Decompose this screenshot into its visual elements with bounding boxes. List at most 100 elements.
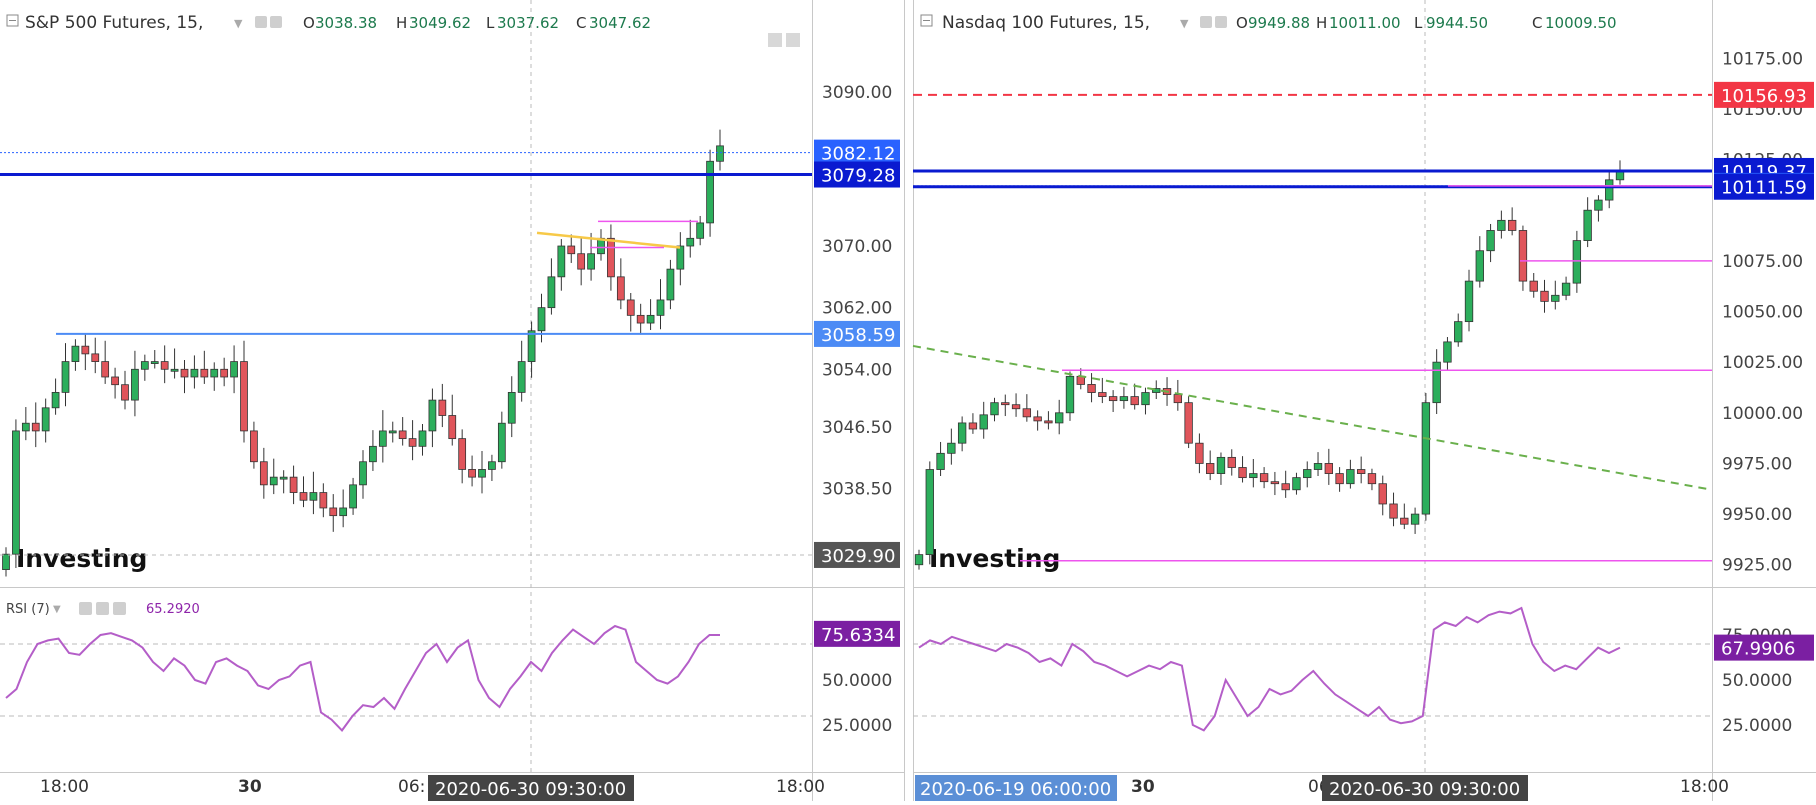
spx-rsi-label[interactable]: RSI (7) bbox=[6, 602, 50, 617]
crosshair-time-label: 2020-06-30 09:30:00 bbox=[1329, 779, 1520, 800]
visibility-eye-icon[interactable] bbox=[255, 16, 267, 28]
visibility-eye-icon[interactable] bbox=[79, 602, 92, 615]
candle-body bbox=[2, 553, 10, 570]
price-tick-label: 10075.00 bbox=[1722, 252, 1803, 272]
spx-high-value: 3049.62 bbox=[409, 14, 471, 32]
candle-body bbox=[111, 376, 119, 386]
candle-body bbox=[398, 430, 407, 440]
candle-body bbox=[557, 245, 566, 278]
pane-divider bbox=[913, 0, 914, 801]
candle-body bbox=[180, 368, 189, 378]
price-badge-label: 3079.28 bbox=[821, 166, 895, 187]
collapse-icon[interactable] bbox=[6, 14, 19, 27]
time-axis-label: 18:00 bbox=[776, 777, 825, 797]
candle-body bbox=[140, 361, 149, 370]
candle-body bbox=[1486, 230, 1495, 252]
candle-body bbox=[1044, 420, 1053, 424]
ndx-symbol-title[interactable]: Nasdaq 100 Futures, 15, bbox=[942, 13, 1150, 33]
spx-pane-header: S&P 500 Futures, 15, ▼ O 3038.38 H 3049.… bbox=[6, 13, 800, 47]
info-icon[interactable] bbox=[768, 33, 782, 47]
candle-body bbox=[936, 452, 945, 470]
candle-body bbox=[299, 492, 308, 501]
candle-body bbox=[1389, 503, 1398, 519]
candle-body bbox=[170, 368, 179, 372]
candle-body bbox=[1324, 463, 1333, 474]
ndx-open-value: 9949.88 bbox=[1248, 14, 1310, 32]
ndx-open-label: O bbox=[1236, 14, 1248, 32]
price-badge-label: 3082.12 bbox=[821, 144, 895, 165]
candle-body bbox=[507, 391, 516, 424]
candle-body bbox=[577, 253, 586, 270]
price-tick-label: 3070.00 bbox=[822, 237, 892, 257]
settings-gear-icon[interactable] bbox=[270, 16, 282, 28]
candle-body bbox=[1572, 240, 1582, 284]
candle-body bbox=[636, 314, 645, 324]
candle-body bbox=[240, 361, 248, 432]
candle-body bbox=[1227, 456, 1236, 468]
candle-body bbox=[319, 492, 328, 509]
candle-body bbox=[160, 361, 169, 370]
candle-body bbox=[1098, 392, 1107, 397]
spx-symbol-title[interactable]: S&P 500 Futures, 15, bbox=[25, 13, 203, 33]
candle-body bbox=[428, 399, 437, 432]
spx-high-label: H bbox=[396, 14, 407, 32]
candle-body bbox=[1367, 473, 1377, 485]
candle-body bbox=[1270, 481, 1280, 485]
candle-body bbox=[1540, 290, 1549, 302]
candle-body bbox=[607, 237, 615, 278]
ndx-pane-header: Nasdaq 100 Futures, 15, ▼ O 9949.88 H 10… bbox=[920, 13, 1617, 33]
candle-body bbox=[626, 299, 635, 316]
dropdown-caret-icon[interactable]: ▼ bbox=[53, 604, 61, 615]
dropdown-caret-icon[interactable]: ▼ bbox=[1180, 17, 1189, 30]
rsi-tick-label: 25.0000 bbox=[1722, 716, 1792, 736]
candle-body bbox=[408, 438, 417, 447]
candle-body bbox=[488, 461, 496, 470]
price-badge bbox=[1714, 173, 1814, 200]
price-tick-label: 9950.00 bbox=[1722, 505, 1792, 525]
rsi-badge-label: 75.6334 bbox=[821, 625, 895, 646]
collapse-icon[interactable] bbox=[920, 14, 933, 27]
candle-body bbox=[1303, 469, 1312, 479]
candle-body bbox=[339, 507, 348, 517]
candle-body bbox=[131, 368, 139, 401]
candle-body bbox=[1152, 388, 1161, 393]
price-tick-label: 3046.50 bbox=[822, 418, 892, 438]
candle-body bbox=[1065, 375, 1075, 414]
watermarks: Investing Investing bbox=[16, 544, 1060, 573]
ndx-low-label: L bbox=[1414, 14, 1423, 32]
candle-body bbox=[200, 368, 209, 378]
candle-body bbox=[1292, 477, 1301, 491]
candle-body bbox=[1206, 463, 1215, 474]
candle-body bbox=[1173, 394, 1183, 404]
rsi-line bbox=[918, 606, 1621, 732]
ndx-investing-logo: Investing bbox=[929, 544, 1060, 573]
candle-body bbox=[1249, 473, 1258, 479]
candle-body bbox=[1087, 384, 1096, 393]
yellow-trendline bbox=[536, 231, 681, 249]
candle-body bbox=[1259, 473, 1269, 483]
dropdown-caret-icon[interactable]: ▼ bbox=[234, 17, 243, 30]
price-badge-label: 10111.59 bbox=[1721, 178, 1807, 199]
candle-body bbox=[359, 461, 367, 486]
spx-rsi-value: 65.2920 bbox=[146, 602, 200, 617]
candle-body bbox=[1615, 171, 1625, 181]
candle-body bbox=[587, 253, 595, 270]
candle-body bbox=[1195, 442, 1204, 464]
close-icon[interactable] bbox=[113, 602, 126, 615]
candle-body bbox=[1184, 402, 1193, 444]
settings-gear-icon[interactable] bbox=[96, 602, 109, 615]
candle-body bbox=[121, 384, 129, 401]
settings-gear-icon[interactable] bbox=[1215, 16, 1227, 28]
candle-body bbox=[1594, 199, 1603, 211]
price-badge-label: 3058.59 bbox=[821, 325, 895, 346]
candle-body bbox=[537, 307, 546, 332]
visibility-eye-icon[interactable] bbox=[1200, 16, 1212, 28]
pin-icon[interactable] bbox=[786, 33, 800, 47]
candle-body bbox=[686, 237, 695, 247]
candle-body bbox=[1464, 280, 1474, 323]
time-axis-divider bbox=[0, 772, 904, 773]
spx-close-value: 3047.62 bbox=[589, 14, 651, 32]
candle-body bbox=[41, 407, 50, 432]
candle-body bbox=[666, 268, 675, 301]
